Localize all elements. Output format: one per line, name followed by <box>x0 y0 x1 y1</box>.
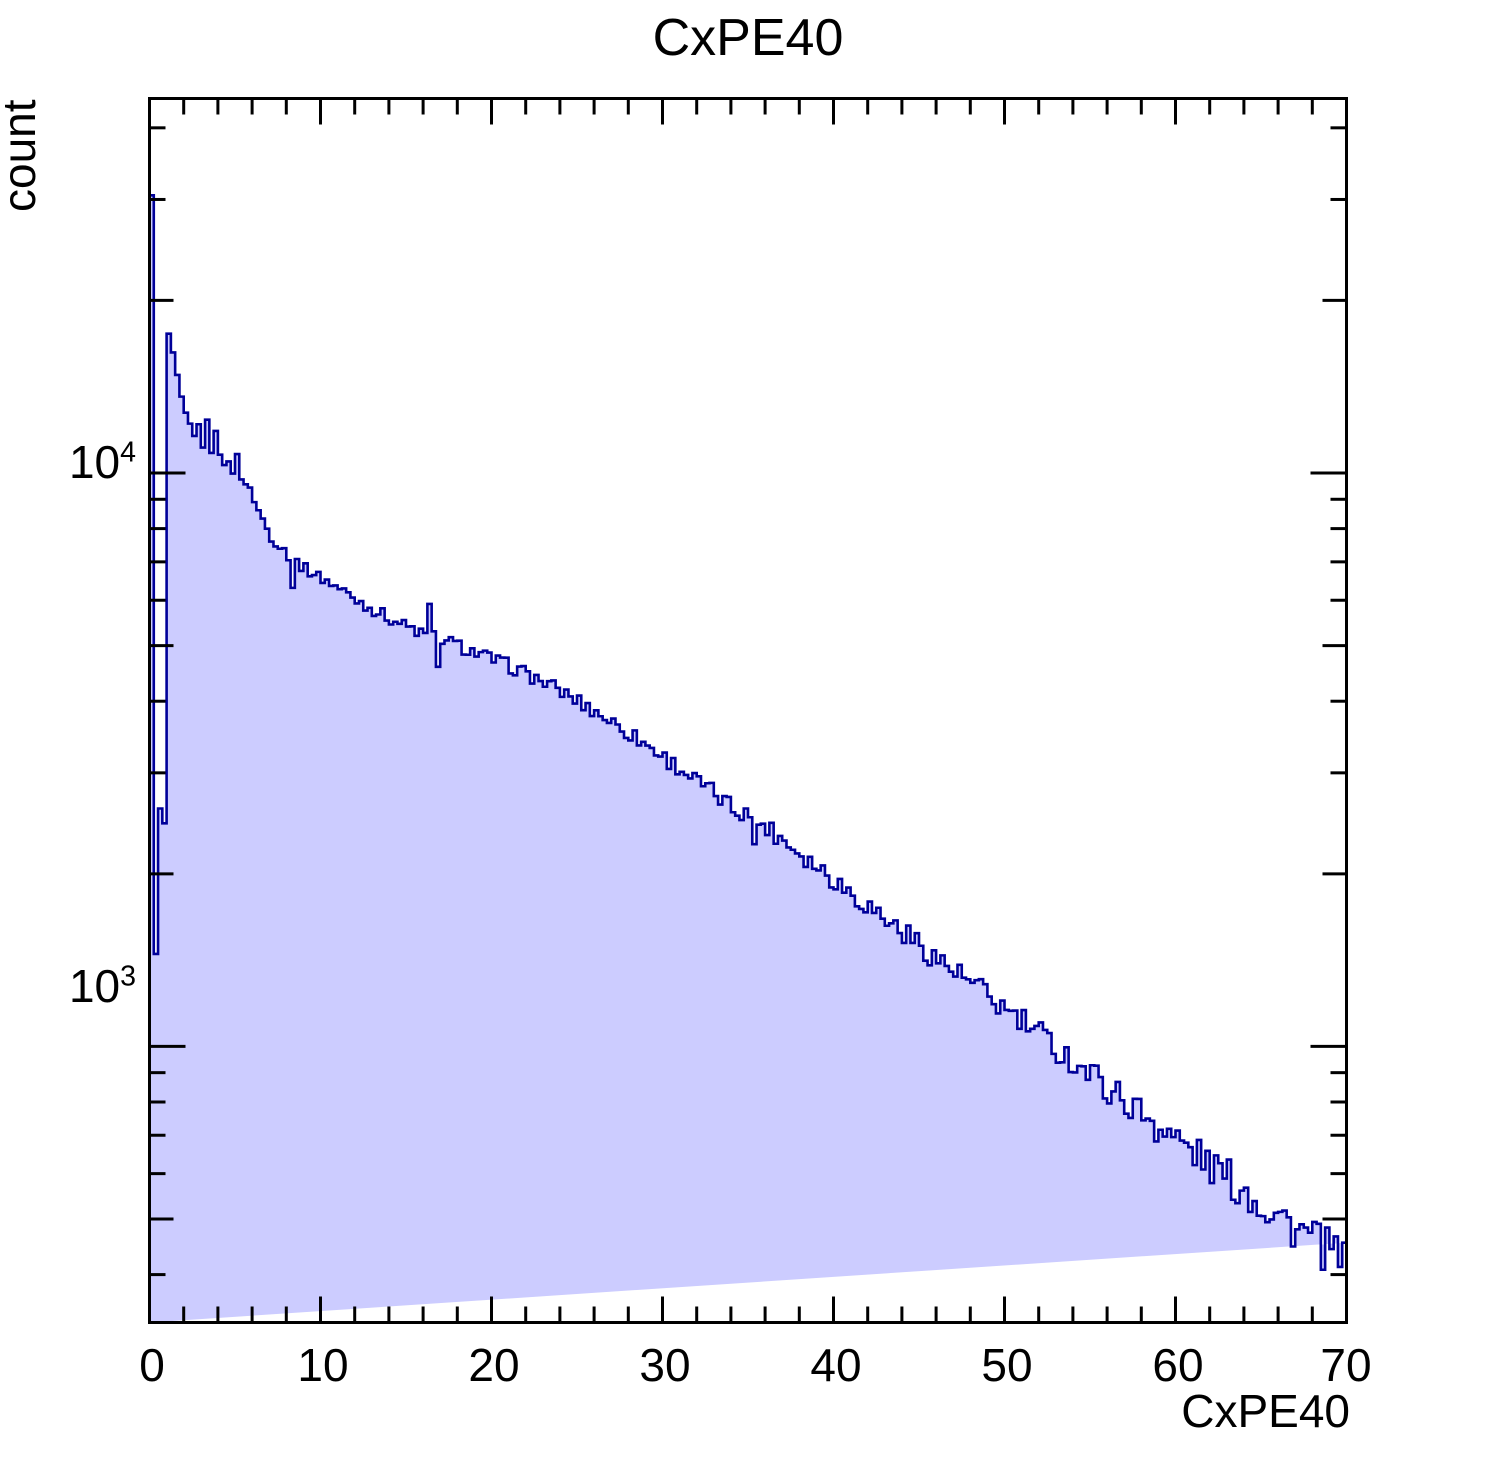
page-title: CxPE40 <box>652 9 844 67</box>
x-axis-title: CxPE40 <box>1181 1385 1350 1437</box>
x-tick-label-50: 50 <box>981 1339 1033 1391</box>
x-tick-label-40: 40 <box>810 1339 862 1391</box>
y-tick-label-1e3: 103 <box>68 960 136 1012</box>
x-tick-label-30: 30 <box>639 1339 691 1391</box>
histogram-fill-area <box>149 195 1347 1323</box>
plot-frame <box>148 97 1348 1324</box>
axis-ticks <box>148 98 1348 1323</box>
x-tick-label-0: 0 <box>139 1339 165 1391</box>
x-tick-label-70: 70 <box>1320 1339 1372 1391</box>
histogram-outline <box>148 194 1347 1323</box>
x-tick-label-20: 20 <box>468 1339 520 1391</box>
y-tick-label-1e4: 104 <box>68 436 136 488</box>
histogram-series <box>148 194 1347 1323</box>
x-tick-label-60: 60 <box>1152 1339 1204 1391</box>
x-tick-label-10: 10 <box>297 1339 349 1391</box>
